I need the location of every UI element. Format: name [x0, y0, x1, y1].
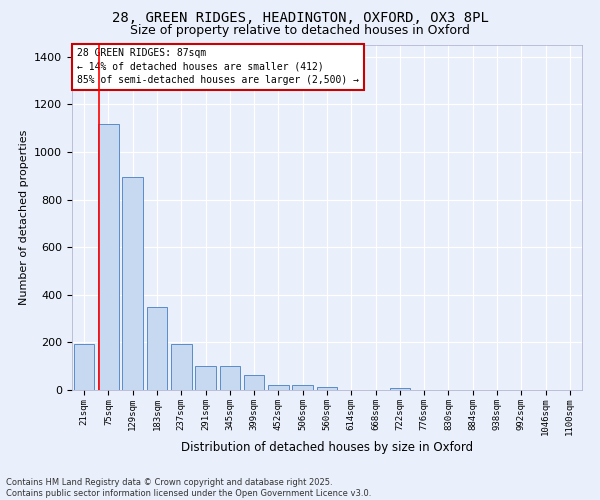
Text: 28, GREEN RIDGES, HEADINGTON, OXFORD, OX3 8PL: 28, GREEN RIDGES, HEADINGTON, OXFORD, OX…: [112, 11, 488, 25]
Bar: [146, 306, 167, 390]
Bar: [292, 385, 313, 390]
Bar: [195, 366, 216, 390]
Bar: [317, 387, 337, 390]
Text: 28 GREEN RIDGES: 87sqm
← 14% of detached houses are smaller (412)
85% of semi-de: 28 GREEN RIDGES: 87sqm ← 14% of detached…: [77, 48, 359, 85]
X-axis label: Distribution of detached houses by size in Oxford: Distribution of detached houses by size …: [181, 441, 473, 454]
Bar: [220, 366, 240, 390]
Y-axis label: Number of detached properties: Number of detached properties: [19, 130, 29, 305]
Bar: [244, 375, 265, 390]
Text: Contains HM Land Registry data © Crown copyright and database right 2025.
Contai: Contains HM Land Registry data © Crown c…: [6, 478, 371, 498]
Bar: [98, 124, 119, 390]
Bar: [122, 177, 143, 390]
Text: Size of property relative to detached houses in Oxford: Size of property relative to detached ho…: [130, 24, 470, 37]
Bar: [74, 344, 94, 390]
Bar: [389, 388, 410, 390]
Bar: [268, 385, 289, 390]
Bar: [171, 344, 191, 390]
